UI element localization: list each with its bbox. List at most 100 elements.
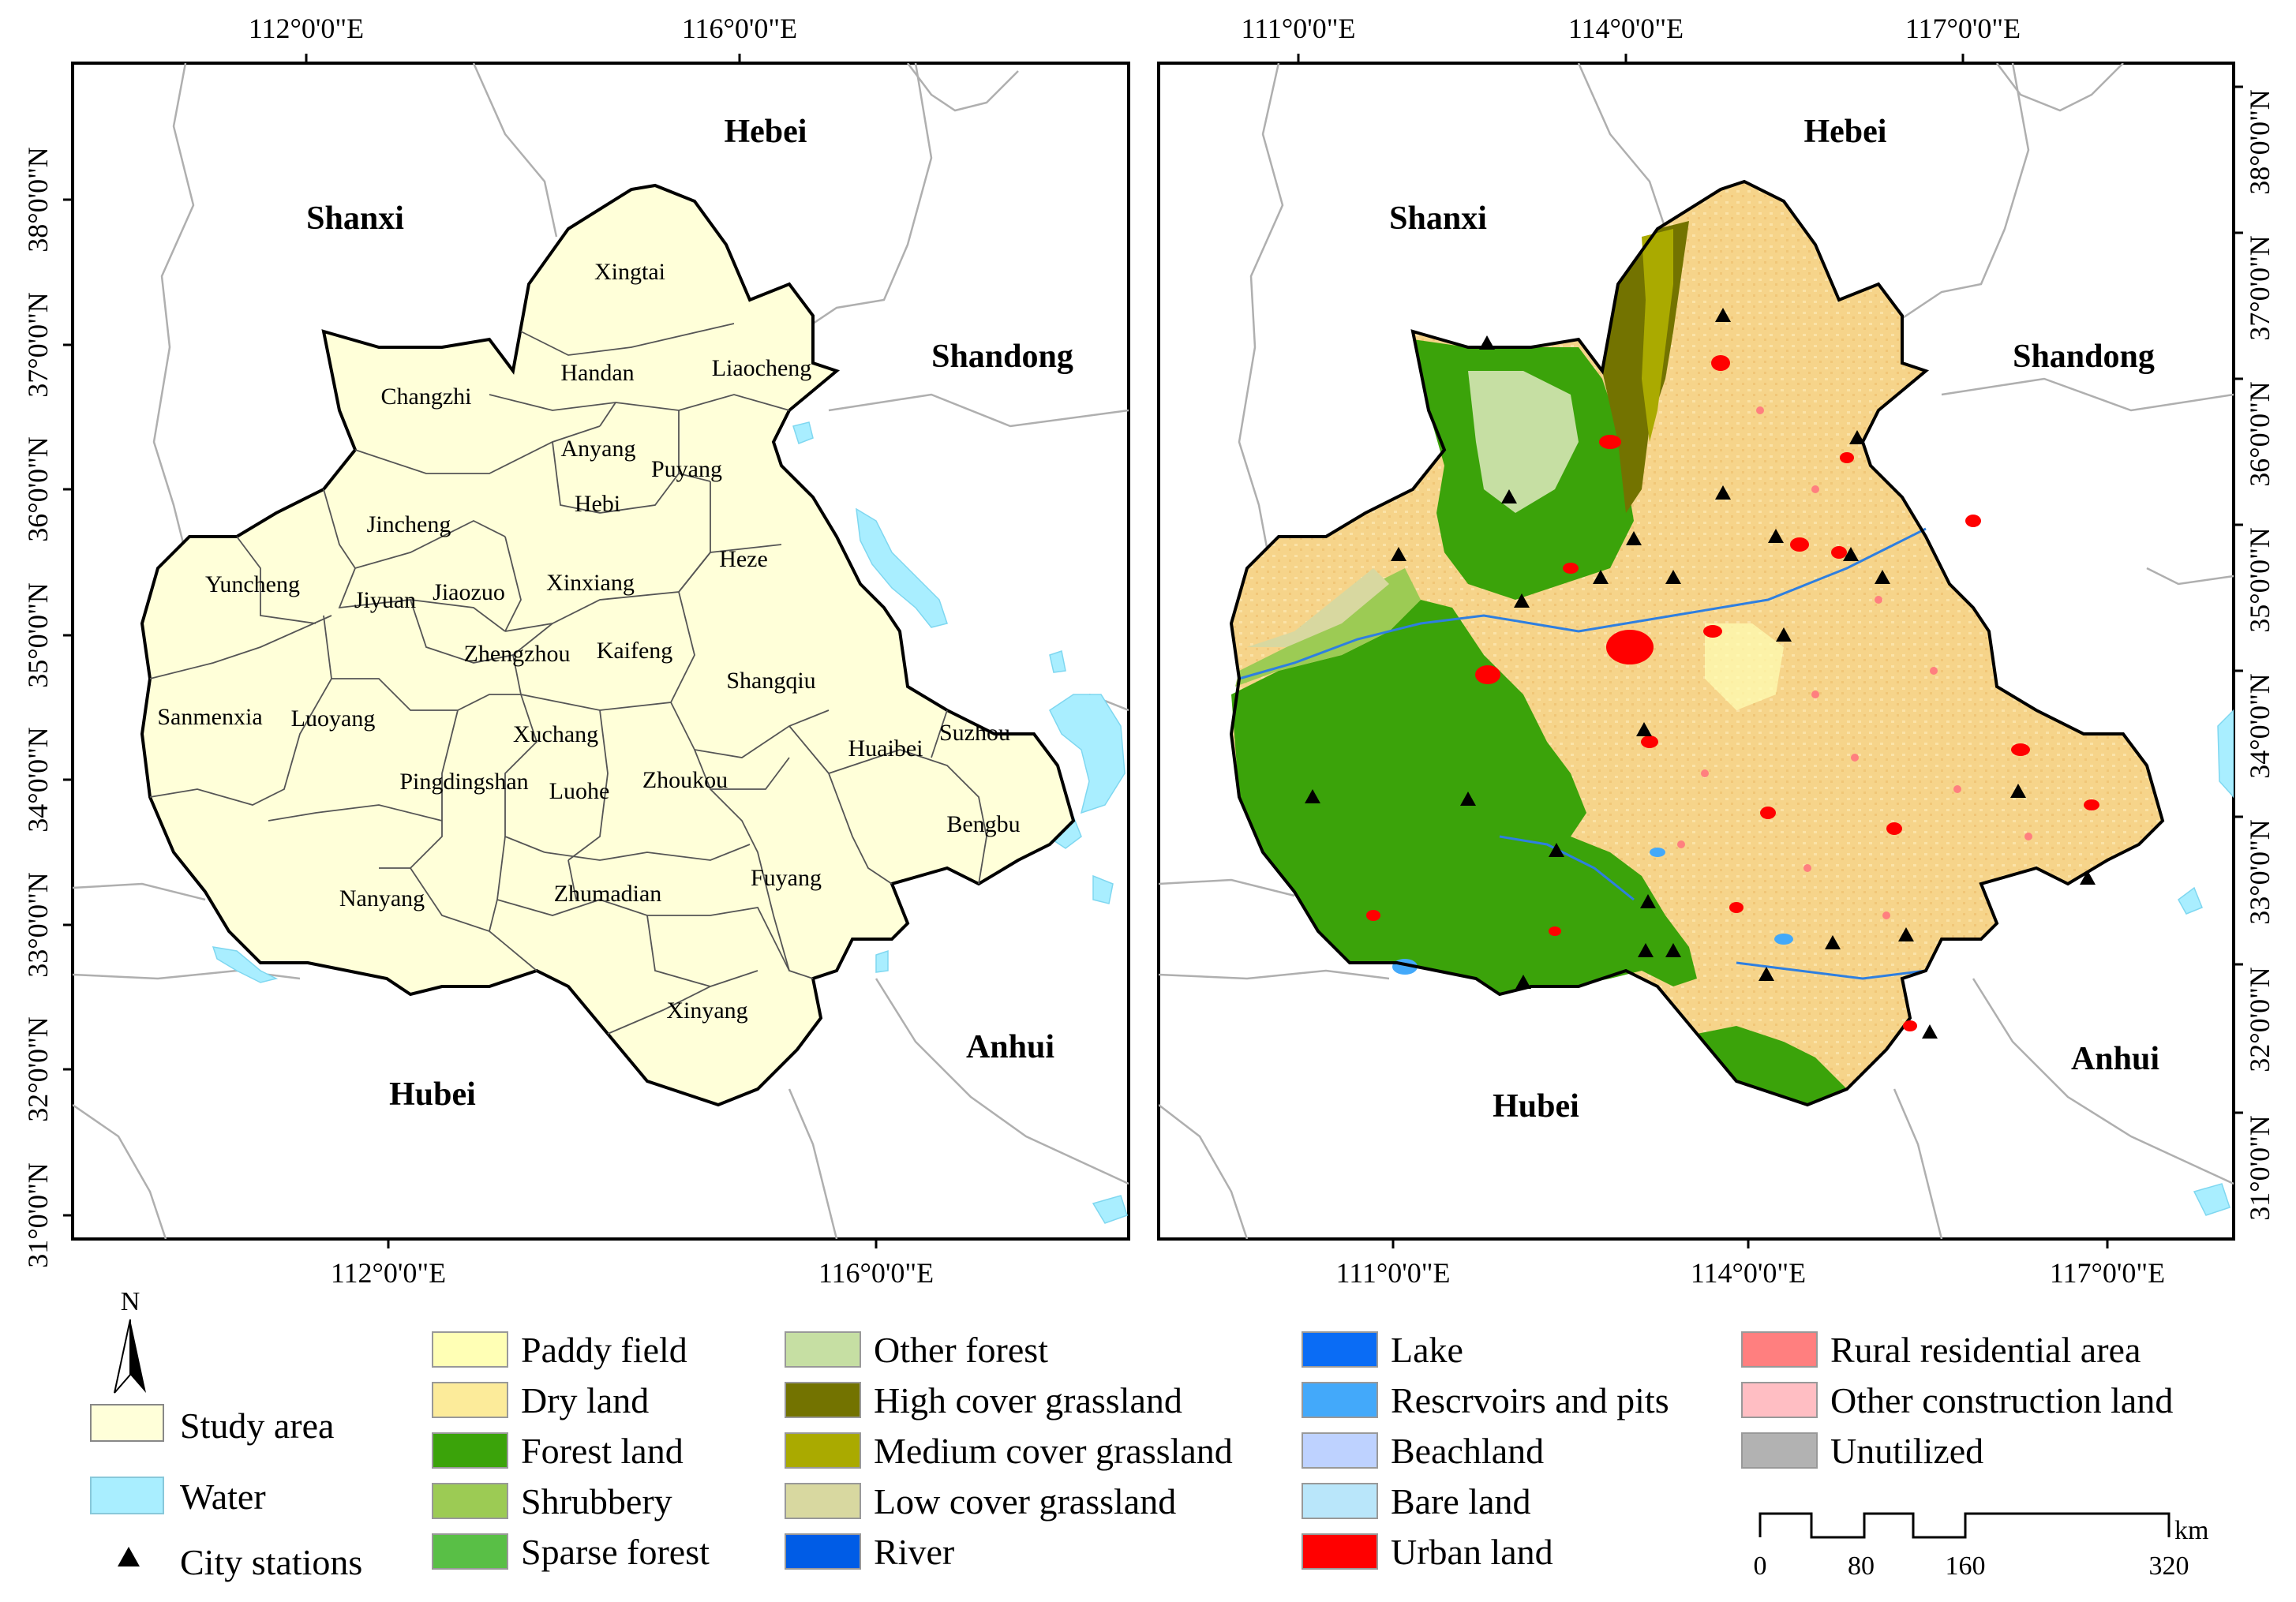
city-label: Zhoukou	[642, 767, 728, 793]
left-tick-label: 38°0'0"N	[22, 147, 54, 253]
water-bodies	[212, 421, 1128, 1224]
landuse-label: Urban land	[1391, 1532, 1553, 1572]
city-label: Suzhou	[939, 720, 1010, 746]
landuse-forest-land	[1697, 1026, 1847, 1105]
landuse-label: Other construction land	[1830, 1380, 2173, 1420]
top-tick-label: 117°0'0"E	[1905, 13, 2021, 44]
landuse-label: Lake	[1391, 1330, 1463, 1370]
landuse-rural-residential	[1677, 406, 2032, 919]
landuse-label: Other forest	[874, 1330, 1048, 1370]
landuse-swatch	[785, 1331, 861, 1368]
city-label: Xuchang	[513, 721, 598, 747]
left-tick-label: 31°0'0"N	[22, 1162, 54, 1268]
city-label: Anyang	[561, 436, 636, 462]
landuse-swatch	[1302, 1432, 1378, 1469]
city-label: Fuyang	[751, 865, 822, 891]
left-tick-label: 37°0'0"N	[22, 292, 54, 398]
right-tick-label: 34°0'0"N	[2244, 673, 2275, 779]
landuse-swatch	[432, 1331, 508, 1368]
study-area-outline	[140, 183, 1076, 1107]
left-tick-label: 33°0'0"N	[22, 872, 54, 978]
right-map: Hebei Shanxi Shandong Anhui Hubei 111°0'…	[1157, 13, 2275, 1289]
city-label: Heze	[719, 546, 768, 572]
city-label: Luohe	[549, 778, 610, 804]
city-label: Bengbu	[946, 811, 1020, 837]
landuse-label: Forest land	[521, 1431, 684, 1471]
right-tick-label: 31°0'0"N	[2244, 1115, 2275, 1221]
bottom-tick-label: 112°0'0"E	[331, 1257, 446, 1289]
city-label: Puyang	[651, 456, 722, 482]
scale-label: 0	[1754, 1551, 1767, 1581]
city-label: Xinxiang	[546, 570, 635, 596]
city-label: Luoyang	[291, 706, 376, 732]
top-tick-label: 112°0'0"E	[249, 13, 364, 44]
left-tick-label: 34°0'0"N	[22, 727, 54, 833]
landuse-label: Dry land	[521, 1380, 649, 1420]
province-label: Anhui	[2071, 1041, 2159, 1077]
landuse-label: Rescrvoirs and pits	[1391, 1380, 1669, 1420]
landuse-swatch	[1302, 1483, 1378, 1519]
city-label: Hebi	[575, 491, 620, 517]
landuse-label: Low cover grassland	[874, 1481, 1176, 1522]
top-tick-label: 116°0'0"E	[682, 13, 797, 44]
city-label: Jincheng	[367, 511, 451, 537]
left-tick-label: 36°0'0"N	[22, 436, 54, 542]
province-label: Shanxi	[1389, 200, 1487, 237]
landuse-swatch	[785, 1533, 861, 1570]
landuse-label: Unutilized	[1830, 1431, 1983, 1471]
scale-label: 160	[1946, 1551, 1986, 1581]
province-label: Anhui	[966, 1029, 1054, 1065]
landuse-swatch	[432, 1382, 508, 1418]
city-label: Xinyang	[666, 998, 747, 1024]
city-label: Jiyuan	[354, 587, 416, 613]
landuse-label: River	[874, 1532, 954, 1572]
landuse-label: Rural residential area	[1830, 1330, 2141, 1370]
province-boundaries	[73, 63, 1129, 1239]
legend-label: Water	[180, 1477, 266, 1517]
landuse-other-forest	[1468, 371, 1579, 513]
landuse-river	[1238, 527, 1927, 980]
province-label: Shandong	[2013, 339, 2155, 375]
landuse-label: Sparse forest	[521, 1532, 710, 1572]
city-label: Kaifeng	[597, 638, 673, 664]
landuse-low-cover-grassland	[1247, 568, 1389, 647]
top-tick-label: 111°0'0"E	[1242, 13, 1356, 44]
province-label: Shandong	[931, 339, 1073, 375]
city-label: Changzhi	[381, 384, 472, 410]
svg-text:N: N	[121, 1287, 140, 1316]
north-arrow-icon: N	[114, 1287, 146, 1394]
landuse-swatch	[785, 1382, 861, 1418]
landuse-swatch	[1741, 1382, 1818, 1418]
legend-label: Study area	[180, 1405, 334, 1446]
left-tick-label: 35°0'0"N	[22, 582, 54, 688]
landuse-swatch	[785, 1432, 861, 1469]
city-label: Zhengzhou	[464, 641, 571, 667]
city-label: Shangqiu	[726, 668, 815, 694]
scale-label: 320	[2149, 1551, 2189, 1581]
province-label: Hubei	[1493, 1088, 1579, 1125]
city-boundaries	[149, 323, 987, 1035]
province-label: Hebei	[1804, 114, 1887, 150]
right-tick-label: 38°0'0"N	[2244, 89, 2275, 195]
right-tick-label: 32°0'0"N	[2244, 967, 2275, 1072]
city-label: Nanyang	[339, 885, 425, 911]
bottom-tick-label: 117°0'0"E	[2050, 1257, 2165, 1289]
landuse-label: Bare land	[1391, 1481, 1531, 1522]
city-label: Jiaozuo	[433, 579, 505, 605]
city-stations	[1305, 308, 2096, 1039]
left-tick-label: 32°0'0"N	[22, 1016, 54, 1122]
province-label: Shanxi	[306, 200, 404, 237]
landuse-label: High cover grassland	[874, 1380, 1182, 1420]
landuse-swatch	[1741, 1432, 1818, 1469]
right-tick-label: 37°0'0"N	[2244, 235, 2275, 341]
landuse-label: Paddy field	[521, 1330, 687, 1370]
province-boundaries	[1159, 63, 2234, 1239]
landuse-swatch	[1302, 1533, 1378, 1570]
city-label: Sanmenxia	[157, 704, 262, 730]
city-label: Zhumadian	[554, 881, 662, 907]
bottom-tick-label: 111°0'0"E	[1336, 1257, 1451, 1289]
landuse-swatch	[1302, 1331, 1378, 1368]
landuse-medium-cover-grassland	[1642, 229, 1673, 442]
landuse-swatch	[432, 1533, 508, 1570]
legend-label: City stations	[180, 1542, 362, 1582]
